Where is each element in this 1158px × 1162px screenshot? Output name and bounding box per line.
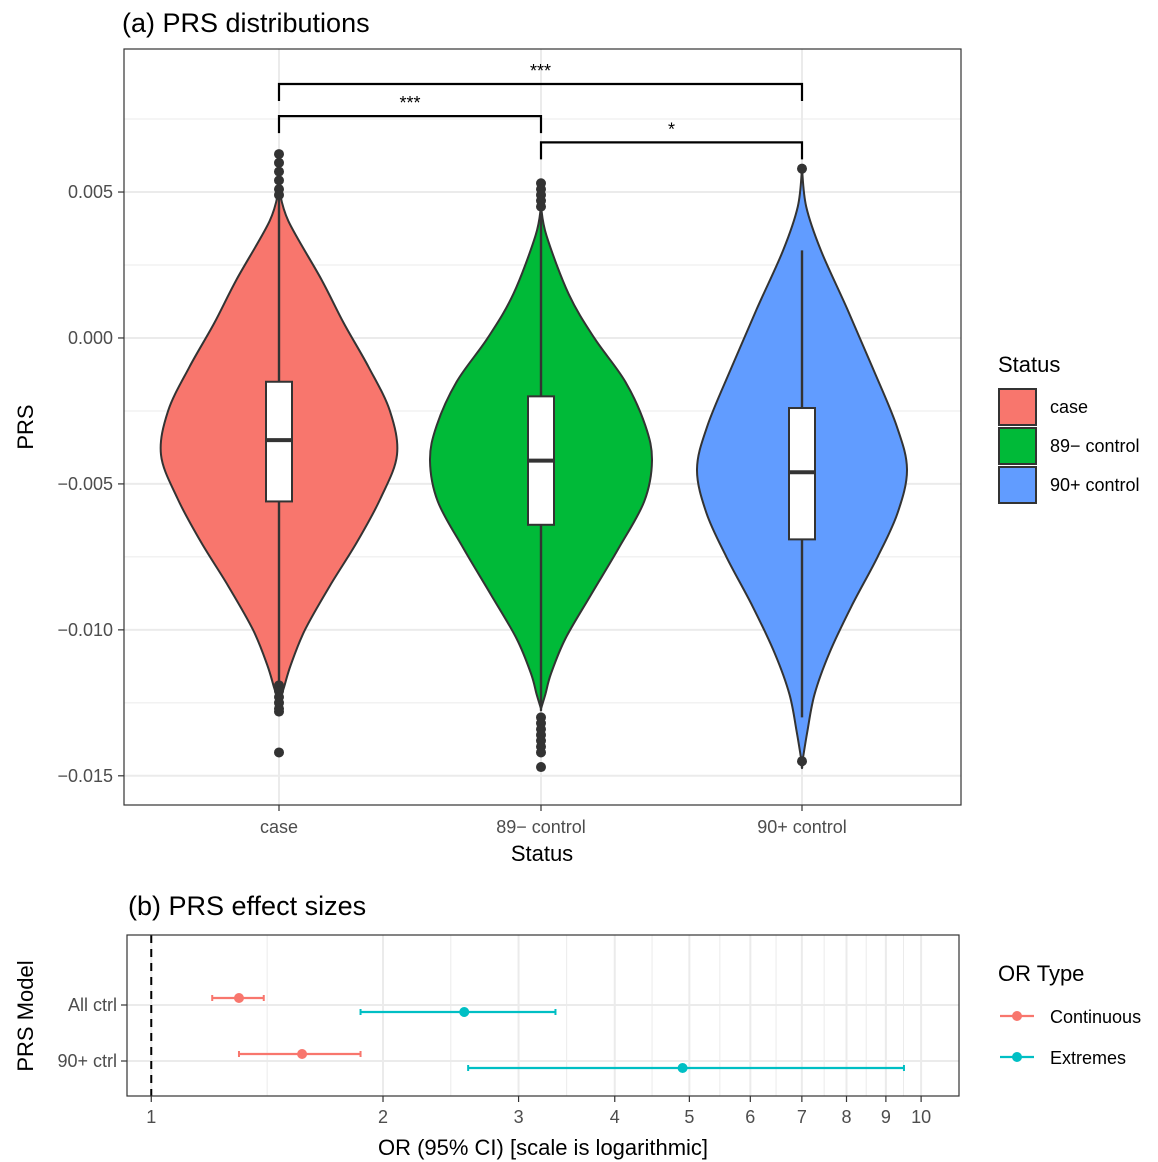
chart-a-x-ticks: case 89− control 90+ control — [260, 805, 847, 837]
x-tick-label: 2 — [378, 1107, 388, 1127]
chart-a-title: (a) PRS distributions — [122, 8, 370, 38]
chart-b-y-axis-label: PRS Model — [13, 960, 38, 1071]
chart-a-y-ticks: 0.005 0.000 −0.005 −0.010 −0.015 — [57, 182, 124, 786]
legend-a-label: 89− control — [1050, 436, 1140, 456]
outlier-point — [797, 163, 807, 174]
or-point — [459, 1007, 470, 1017]
x-tick-label: 90+ control — [757, 817, 847, 837]
chart-a-outliers — [274, 149, 807, 773]
chart-b-panel-border — [126, 934, 960, 1097]
legend-a-label: 90+ control — [1050, 475, 1140, 495]
x-tick-label: 6 — [745, 1107, 755, 1127]
y-tick-label: 0.005 — [68, 182, 113, 202]
legend-b-key-point — [1012, 1052, 1022, 1062]
chart-b-title: (b) PRS effect sizes — [128, 891, 366, 921]
y-tick-label: 90+ ctrl — [57, 1051, 117, 1071]
y-tick-label: −0.010 — [57, 620, 113, 640]
legend-b-label: Continuous — [1050, 1007, 1141, 1027]
x-tick-label: 1 — [146, 1107, 156, 1127]
chart-a-x-axis-label: Status — [511, 841, 573, 866]
chart-b-x-axis-label: OR (95% CI) [scale is logarithmic] — [378, 1135, 708, 1160]
x-tick-label: 3 — [514, 1107, 524, 1127]
legend-a-key — [998, 466, 1037, 504]
outlier-point — [797, 756, 807, 767]
chart-b-y-ticks: All ctrl 90+ ctrl — [57, 995, 127, 1071]
significance-label: *** — [399, 93, 420, 113]
y-tick-label: 0.000 — [68, 328, 113, 348]
violin-chart: (a) PRS distributions ******* 0.0050.000… — [13, 8, 1140, 866]
outlier-point — [536, 762, 546, 773]
forest-chart: (b) PRS effect sizes All ctrl 90+ ctrl 1 2… — [13, 891, 1141, 1160]
or-point — [677, 1063, 688, 1073]
x-tick-label: 5 — [684, 1107, 694, 1127]
significance-label: *** — [530, 61, 551, 81]
legend-b-label: Extremes — [1050, 1048, 1126, 1068]
chart-a-legend: Status case 89− control 90+ control — [998, 352, 1140, 504]
outlier-point — [536, 747, 546, 758]
chart-a-boxplots — [265, 194, 816, 718]
x-tick-label: 8 — [841, 1107, 851, 1127]
chart-b-legend: OR Type Continuous Extremes — [998, 961, 1141, 1068]
y-tick-label: −0.005 — [57, 474, 113, 494]
significance-bracket — [539, 141, 804, 160]
outlier-point — [274, 706, 284, 717]
legend-b-title: OR Type — [998, 961, 1084, 986]
chart-a-y-axis-label: PRS — [13, 404, 38, 449]
y-tick-label: All ctrl — [68, 995, 117, 1015]
legend-a-title: Status — [998, 352, 1060, 377]
x-tick-label: 7 — [797, 1107, 807, 1127]
chart-a-significance-brackets: ******* — [277, 61, 804, 160]
x-tick-label: 10 — [911, 1107, 931, 1127]
outlier-point — [274, 149, 284, 160]
chart-b-plot-area — [127, 935, 959, 1096]
x-tick-label: case — [260, 817, 298, 837]
x-tick-label: 4 — [610, 1107, 620, 1127]
y-tick-label: −0.015 — [57, 766, 113, 786]
outlier-point — [274, 157, 284, 168]
outlier-point — [274, 166, 284, 177]
outlier-point — [274, 747, 284, 758]
significance-bracket — [277, 115, 543, 134]
chart-b-gridlines — [127, 935, 959, 1096]
significance-bracket — [277, 82, 804, 102]
legend-a-label: case — [1050, 397, 1088, 417]
significance-label: * — [668, 119, 675, 139]
legend-a-key — [998, 427, 1037, 465]
legend-b-key-point — [1012, 1011, 1022, 1021]
outlier-point — [274, 175, 284, 186]
chart-b-intervals — [211, 993, 905, 1073]
or-point — [233, 993, 244, 1003]
outlier-point — [274, 189, 284, 200]
legend-a-key — [998, 388, 1037, 426]
x-tick-label: 9 — [881, 1107, 891, 1127]
chart-b-x-ticks: 1 2 3 4 5 6 7 8 9 10 — [146, 1096, 931, 1127]
x-tick-label: 89− control — [496, 817, 586, 837]
chart-a-panel-border — [123, 48, 962, 806]
outlier-point — [536, 201, 546, 212]
or-point — [297, 1049, 308, 1059]
